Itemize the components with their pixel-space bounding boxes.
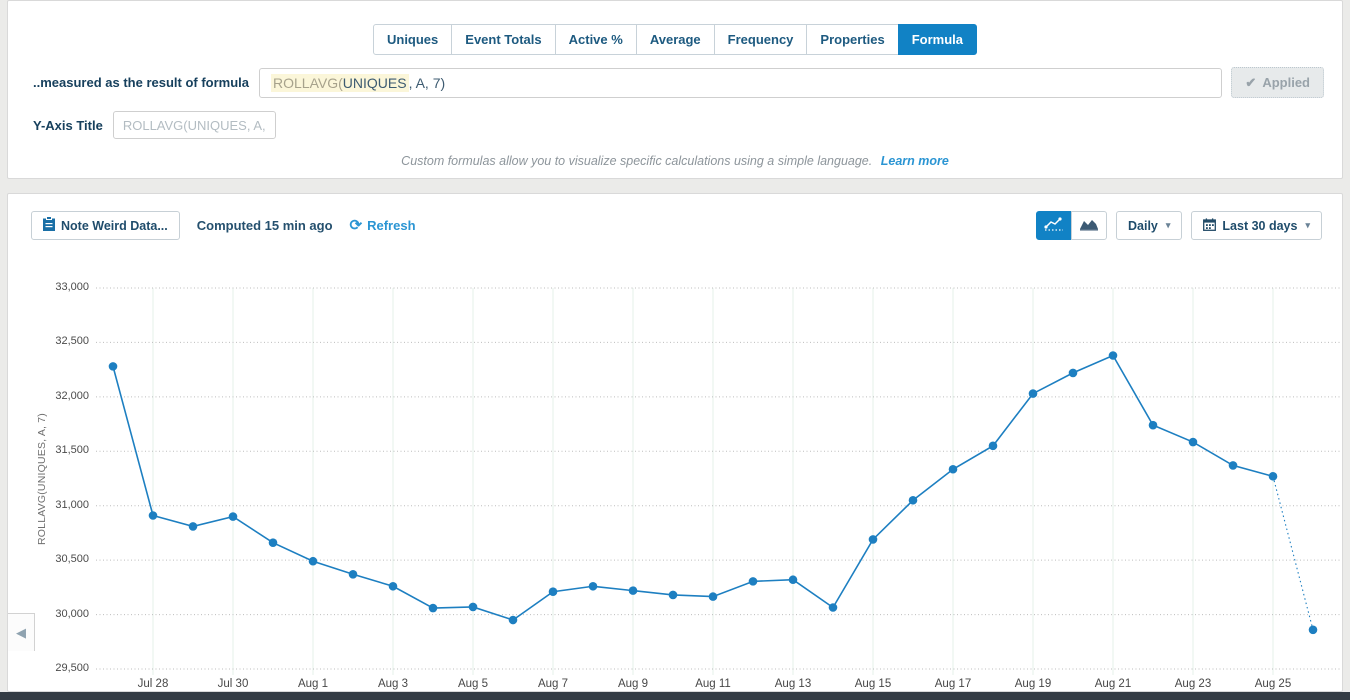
applied-button[interactable]: ✔ Applied bbox=[1231, 67, 1324, 98]
chart-area: ROLLAVG(UNIQUES, A, 7) 33,000 32,500 32,00… bbox=[8, 194, 1342, 691]
y-tick-label: 31,500 bbox=[55, 444, 89, 457]
x-tick-label: Aug 23 bbox=[1174, 678, 1212, 690]
area-chart-icon bbox=[1079, 217, 1099, 234]
date-range-dropdown[interactable]: Last 30 days ▾ bbox=[1191, 211, 1322, 240]
triangle-left-icon: ◀ bbox=[16, 624, 26, 640]
x-tick-label: Aug 19 bbox=[1014, 678, 1052, 690]
y-tick-label: 30,500 bbox=[55, 553, 89, 566]
tab-event-totals[interactable]: Event Totals bbox=[451, 24, 556, 55]
tab-uniques[interactable]: Uniques bbox=[372, 24, 453, 55]
y-tick-label: 31,000 bbox=[55, 498, 89, 511]
line-chart-icon bbox=[1044, 217, 1064, 234]
yaxis-title-label: Y-Axis Title bbox=[33, 117, 103, 133]
y-tick-label: 29,500 bbox=[55, 662, 89, 674]
x-tick-label: Jul 30 bbox=[217, 678, 249, 690]
x-tick-label: Aug 11 bbox=[695, 678, 731, 690]
x-tick-label: Aug 21 bbox=[1094, 678, 1132, 690]
x-tick-label: Aug 1 bbox=[297, 678, 329, 690]
help-text: Custom formulas allow you to visualize s… bbox=[401, 154, 873, 168]
chevron-down-icon: ▾ bbox=[1165, 220, 1171, 230]
refresh-icon: ⟳ bbox=[349, 217, 363, 234]
chart-controls: Daily ▾ Last 30 days ▾ bbox=[1036, 211, 1322, 240]
formula-label: ..measured as the result of formula bbox=[33, 75, 250, 90]
tab-frequency[interactable]: Frequency bbox=[713, 24, 808, 55]
tab-properties[interactable]: Properties bbox=[806, 24, 899, 55]
x-tick-label: Jul 28 bbox=[137, 678, 169, 690]
refresh-button[interactable]: ⟳ Refresh bbox=[350, 218, 416, 233]
window-bottom-edge bbox=[0, 692, 1350, 700]
chart-type-toggle bbox=[1036, 211, 1107, 240]
line-chart-svg bbox=[96, 287, 1342, 675]
learn-more-link[interactable]: Learn more bbox=[880, 154, 949, 168]
collapse-panel-handle[interactable]: ◀ bbox=[8, 613, 35, 651]
area-chart-button[interactable] bbox=[1071, 211, 1107, 240]
x-tick-label: Aug 9 bbox=[617, 678, 649, 690]
chart-toolbar: Note Weird Data... Computed 15 min ago ⟳… bbox=[8, 194, 1342, 240]
interval-dropdown[interactable]: Daily ▾ bbox=[1116, 211, 1183, 240]
chart-panel: Note Weird Data... Computed 15 min ago ⟳… bbox=[7, 193, 1343, 692]
tab-active-pct[interactable]: Active % bbox=[554, 24, 637, 55]
check-icon: ✔ bbox=[1245, 74, 1257, 90]
y-tick-label: 30,000 bbox=[55, 607, 89, 620]
yaxis-title-input[interactable] bbox=[112, 111, 276, 139]
x-tick-label: Aug 13 bbox=[774, 678, 812, 690]
clipboard-icon bbox=[43, 217, 55, 234]
date-range-label: Last 30 days bbox=[1222, 218, 1298, 233]
computed-timestamp: Computed 15 min ago bbox=[196, 218, 333, 233]
y-tick-label: 32,000 bbox=[55, 389, 89, 402]
refresh-label: Refresh bbox=[367, 218, 416, 233]
formula-function-token: ROLLAVG( bbox=[271, 73, 343, 92]
formula-input[interactable]: ROLLAVG(UNIQUES, A, 7) bbox=[259, 67, 1223, 98]
y-tick-label: 32,500 bbox=[55, 335, 89, 348]
metric-tabs: Uniques Event Totals Active % Average Fr… bbox=[8, 1, 1342, 55]
line-chart-button[interactable] bbox=[1036, 211, 1072, 240]
x-tick-label: Aug 5 bbox=[457, 678, 489, 690]
calendar-icon bbox=[1203, 217, 1217, 234]
x-tick-label: Aug 3 bbox=[377, 678, 409, 690]
chevron-down-icon: ▾ bbox=[1305, 220, 1310, 230]
applied-button-label: Applied bbox=[1262, 75, 1310, 90]
formula-argument-token: UNIQUES bbox=[342, 73, 409, 92]
note-weird-data-button[interactable]: Note Weird Data... bbox=[31, 211, 180, 240]
yaxis-title-row: Y-Axis Title bbox=[8, 111, 1342, 139]
tab-formula[interactable]: Formula bbox=[897, 24, 978, 55]
query-panel: Uniques Event Totals Active % Average Fr… bbox=[7, 0, 1343, 179]
formula-row: ..measured as the result of formula ROLL… bbox=[8, 67, 1342, 98]
note-weird-data-label: Note Weird Data... bbox=[61, 218, 168, 233]
formula-help-row: Custom formulas allow you to visualize s… bbox=[8, 154, 1342, 168]
x-tick-label: Aug 25 bbox=[1254, 678, 1292, 690]
tab-average[interactable]: Average bbox=[635, 24, 715, 55]
y-tick-label: 33,000 bbox=[55, 281, 89, 293]
formula-rest-token: , A, 7) bbox=[408, 74, 446, 91]
interval-label: Daily bbox=[1128, 218, 1158, 233]
x-tick-label: Aug 7 bbox=[537, 678, 569, 690]
x-tick-label: Aug 15 bbox=[854, 678, 892, 690]
x-tick-label: Aug 17 bbox=[934, 678, 972, 690]
